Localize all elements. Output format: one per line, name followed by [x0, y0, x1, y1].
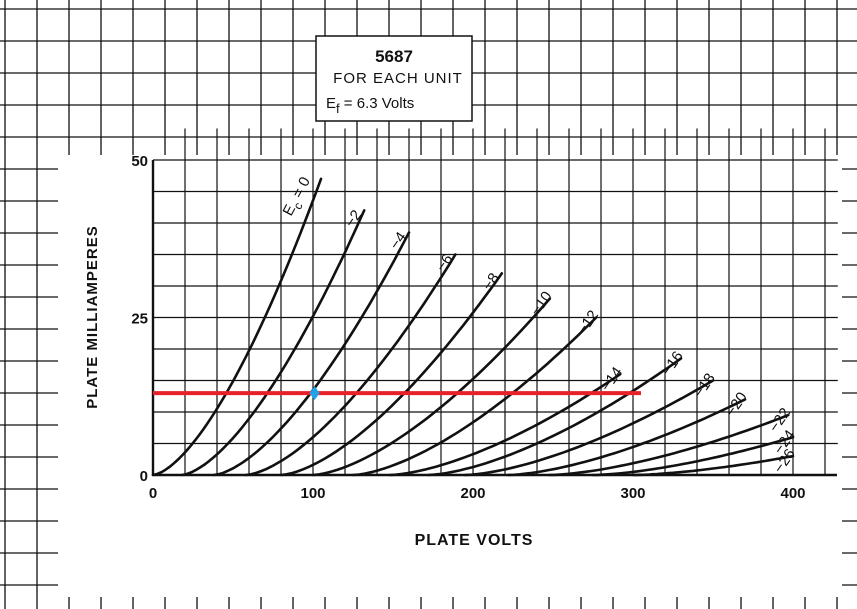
plate-curve: [426, 357, 683, 477]
filament-sub: f: [336, 101, 340, 116]
x-tick-label: 200: [460, 485, 485, 502]
x-tick-label: 400: [780, 485, 805, 502]
curve-label-sub: c: [290, 200, 305, 212]
annotations: [153, 386, 641, 401]
x-axis-label: PLATE VOLTS: [415, 532, 534, 549]
curve-label: −2: [342, 207, 366, 231]
tube-type-title: 5687: [375, 47, 413, 66]
plate-curve: [151, 177, 323, 477]
title-box-frame: [315, 35, 473, 122]
y-tick-label: 50: [131, 153, 148, 170]
y-axis-label: PLATE MILLIAMPERES: [84, 225, 101, 409]
title-box: 5687 FOR EACH UNIT Ef = 6.3 Volts: [315, 35, 473, 122]
y-tick-label: 0: [140, 468, 148, 485]
plate-curves: [151, 177, 795, 477]
curve-label: −6: [433, 251, 457, 275]
curve-label: −8: [479, 270, 503, 294]
filament-value: = 6.3 Volts: [340, 95, 415, 112]
axis-ticks: 0 100 200 300 400 0 25 50: [131, 153, 805, 502]
x-tick-label: 100: [300, 485, 325, 502]
plate-curve: [279, 272, 504, 477]
tube-subtitle: FOR EACH UNIT: [333, 70, 463, 87]
plate-curve: [388, 372, 622, 477]
plate-curve: [506, 398, 747, 477]
plate-curve: [463, 379, 715, 477]
filament-e: E: [326, 95, 336, 112]
plate-curve: [548, 413, 790, 477]
x-tick-label: 0: [149, 485, 157, 502]
plate-curve: [180, 209, 366, 477]
plot-grid: [153, 128, 838, 475]
operating-point-marker: [309, 386, 320, 401]
y-tick-label: 25: [131, 311, 148, 328]
plot-panel: [58, 155, 842, 597]
plate-curve: [631, 454, 795, 477]
filament-voltage-label: Ef = 6.3 Volts: [326, 95, 414, 116]
curve-label: −4: [386, 229, 410, 253]
plate-curve: [311, 297, 552, 477]
plate-curve: [244, 253, 457, 477]
plate-curve: [591, 435, 795, 477]
plate-curve: [351, 316, 598, 477]
x-tick-label: 300: [620, 485, 645, 502]
